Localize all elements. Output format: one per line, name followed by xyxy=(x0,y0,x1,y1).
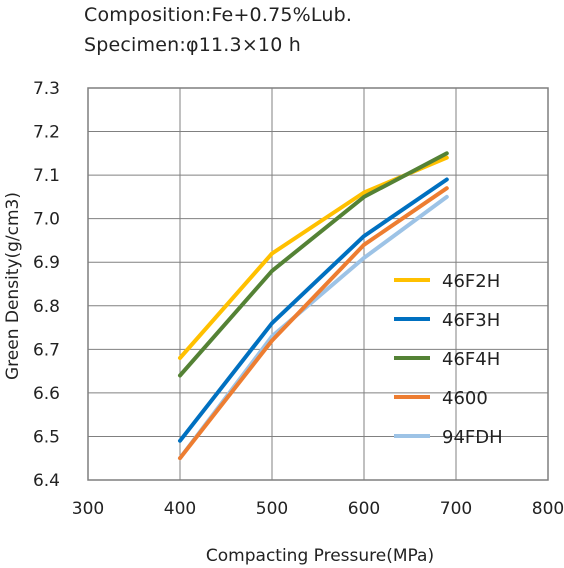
y-tick-label: 6.5 xyxy=(33,427,60,447)
y-tick-label: 6.6 xyxy=(33,384,60,404)
legend-label: 94FDH xyxy=(442,427,503,448)
x-axis-label: Compacting Pressure(MPa) xyxy=(206,546,434,566)
y-tick-label: 7.0 xyxy=(33,210,60,230)
y-tick-label: 7.1 xyxy=(33,166,60,186)
y-tick-label: 6.7 xyxy=(33,340,60,360)
chart-header-composition: Composition:Fe+0.75%Lub. xyxy=(84,4,353,26)
series-line-4600 xyxy=(178,186,449,461)
plot-frame xyxy=(87,87,549,481)
x-tick-label: 800 xyxy=(532,499,564,519)
x-tick-label: 500 xyxy=(256,499,288,519)
y-tick-labels: 6.4 6.5 6.6 6.7 6.8 6.9 7.0 7.1 7.2 7.3 xyxy=(33,79,60,491)
x-tick-label: 700 xyxy=(440,499,472,519)
series-line-46f3h xyxy=(178,177,449,443)
chart-header-specimen: Specimen:φ11.3×10 h xyxy=(84,34,301,56)
x-tick-label: 600 xyxy=(348,499,380,519)
y-axis-label: Green Density(g/cm3) xyxy=(3,192,23,380)
x-tick-label: 400 xyxy=(164,499,196,519)
legend-label: 46F4H xyxy=(442,349,500,370)
legend-label: 46F3H xyxy=(442,310,500,331)
x-tick-label: 300 xyxy=(72,499,104,519)
y-tick-label: 7.3 xyxy=(33,79,60,99)
x-tick-labels: 300 400 500 600 700 800 xyxy=(72,499,564,519)
series-lines xyxy=(178,151,449,461)
y-tick-label: 6.4 xyxy=(33,471,60,491)
y-tick-label: 7.2 xyxy=(33,123,60,143)
y-tick-label: 6.9 xyxy=(33,253,60,273)
series-line-46f4h xyxy=(178,151,449,378)
legend-label: 4600 xyxy=(442,388,488,409)
y-tick-label: 6.8 xyxy=(33,297,60,317)
legend: 46F2H 46F3H 46F4H 4600 94FDH xyxy=(394,271,503,448)
legend-label: 46F2H xyxy=(442,271,500,292)
